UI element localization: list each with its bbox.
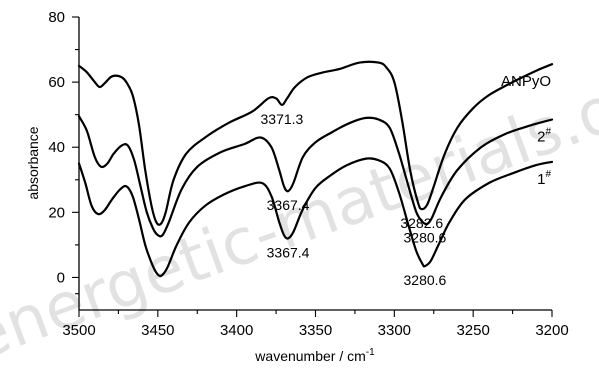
x-tick-label: 3450: [141, 322, 174, 339]
series-label-1: 2#: [537, 127, 551, 146]
peak-label-2: 3367.4: [267, 244, 310, 260]
y-axis-title: absorbance: [25, 126, 41, 199]
y-tick-label: 40: [48, 139, 65, 156]
x-axis-title: wavenumber / cm-1: [254, 347, 375, 364]
y-tick-label: 60: [48, 74, 65, 91]
series-line-0: [77, 60, 554, 226]
series-line-1: [77, 115, 554, 238]
y-tick-label: 20: [48, 204, 65, 221]
x-tick-label: 3350: [299, 322, 332, 339]
series-line-2: [77, 157, 554, 278]
x-tick-label: 3200: [535, 322, 568, 339]
x-tick-label: 3400: [220, 322, 253, 339]
series-labels: ANPyO 2# 1#: [501, 73, 551, 188]
x-ticks: 3500 3450 3400 3350 3300 3250 3200: [62, 310, 569, 339]
series-label-2: 1#: [537, 169, 551, 188]
peak-label-3: 3282.6: [400, 215, 443, 231]
peak-label-0: 3371.3: [261, 111, 304, 127]
peak-label-5: 3280.6: [404, 272, 447, 288]
series-label-0: ANPyO: [501, 73, 551, 90]
x-tick-label: 3300: [378, 322, 411, 339]
y-ticks: 0 20 40 60 80: [48, 9, 79, 295]
x-tick-label: 3500: [62, 322, 95, 339]
x-tick-label: 3250: [456, 322, 489, 339]
y-tick-label: 0: [57, 269, 65, 286]
series-group: [77, 60, 554, 278]
y-tick-label: 80: [48, 9, 65, 26]
peak-label-1: 3367.4: [267, 197, 310, 213]
peak-label-4: 3280.6: [404, 230, 447, 246]
